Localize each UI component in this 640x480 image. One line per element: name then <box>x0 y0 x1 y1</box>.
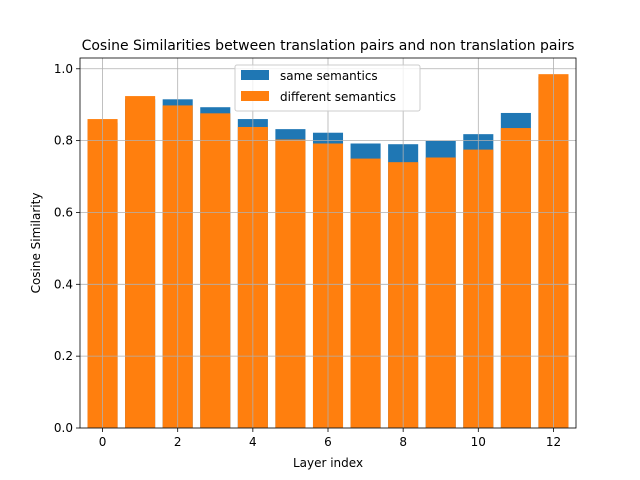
legend-label-same-semantics: same semantics <box>280 69 378 83</box>
bar-different-layer-11 <box>500 128 531 429</box>
x-tick-label-4: 8 <box>399 435 407 449</box>
bar-different-layer-9 <box>425 157 456 428</box>
legend-swatch-same-semantics <box>241 70 269 80</box>
bar-different-layer-5 <box>275 139 306 429</box>
bar-different-layer-7 <box>350 158 381 428</box>
bar-different-layer-3 <box>200 113 231 428</box>
x-tick-label-1: 2 <box>174 435 182 449</box>
y-tick-label-1: 0.2 <box>54 349 73 363</box>
y-tick-label-4: 0.8 <box>54 134 73 148</box>
x-tick-label-6: 12 <box>546 435 561 449</box>
legend-frame <box>234 64 421 112</box>
chart-title: Cosine Similarities between translation … <box>82 38 575 54</box>
grid <box>80 58 576 429</box>
legend-label-different-semantics: different semantics <box>280 90 396 104</box>
x-axis-label: Layer index <box>293 456 363 470</box>
y-tick-label-2: 0.4 <box>54 277 73 291</box>
axes: 0 2 4 6 8 10 12 0.0 0.2 0.4 0.6 0.8 1.0 <box>54 57 577 449</box>
legend-swatch-different-semantics <box>241 91 269 101</box>
legend: same semantics different semantics <box>234 64 421 112</box>
y-tick-label-3: 0.6 <box>54 205 73 219</box>
bar-different-layer-1 <box>125 96 156 428</box>
y-tick-label-0: 0.0 <box>54 421 73 435</box>
x-tick-label-2: 4 <box>249 435 257 449</box>
x-tick-label-3: 6 <box>324 435 332 449</box>
y-axis-label: Cosine Similarity <box>29 193 43 294</box>
x-tick-label-0: 0 <box>99 435 107 449</box>
x-tick-label-5: 10 <box>471 435 486 449</box>
y-tick-label-5: 1.0 <box>54 62 73 76</box>
